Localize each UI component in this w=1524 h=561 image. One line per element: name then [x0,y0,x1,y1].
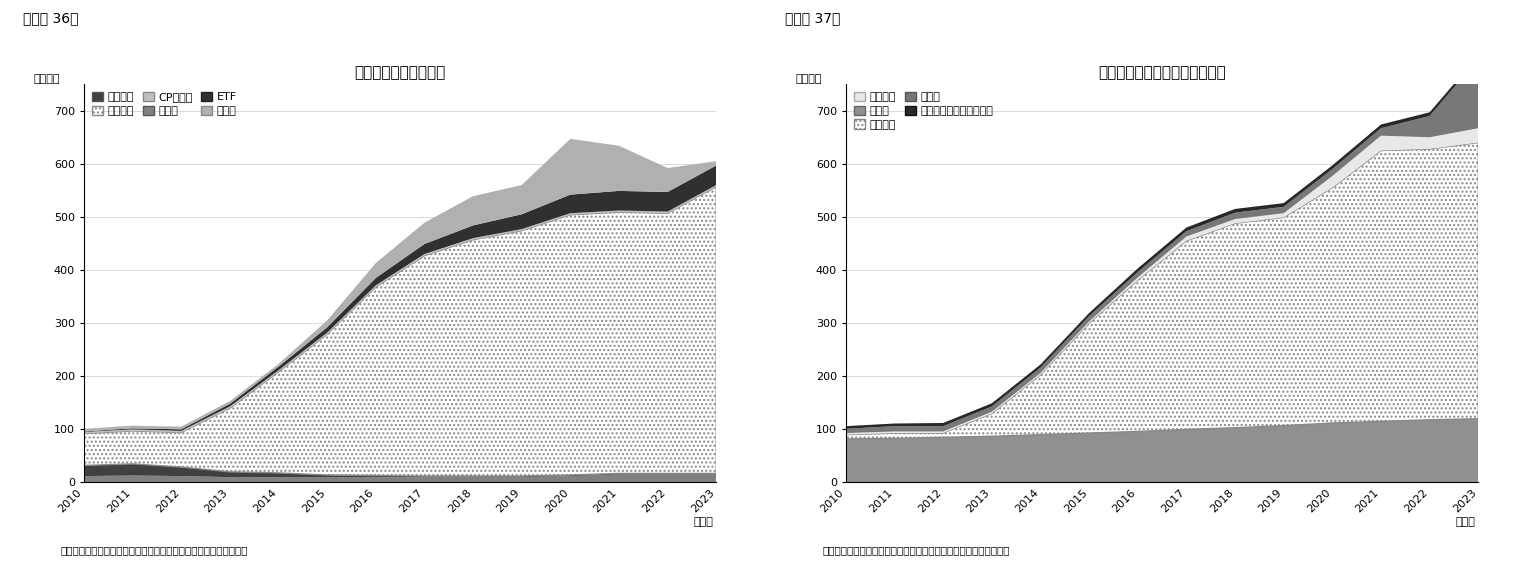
Text: （年）: （年） [693,517,713,527]
Text: （図表 37）: （図表 37） [785,11,840,25]
Text: （図表 36）: （図表 36） [23,11,78,25]
Legend: 短期国債, 長期国債, CP・社債, その他, ETF, 貸出金: 短期国債, 長期国債, CP・社債, その他, ETF, 貸出金 [90,90,239,118]
Text: （注）月末時点　　（資料）日本銀行よりニッセイ基礎研究所作成: （注）月末時点 （資料）日本銀行よりニッセイ基礎研究所作成 [823,545,1010,555]
Text: （兆円）: （兆円） [796,74,821,84]
Text: （注）月末時点　　（資料）日本銀行よりニッセイ基礎研究所作成: （注）月末時点 （資料）日本銀行よりニッセイ基礎研究所作成 [61,545,248,555]
Legend: 政府預金, 銀行券, 当座預金, その他, 資本金・準備金・引当金: 政府預金, 銀行券, 当座預金, その他, 資本金・準備金・引当金 [852,90,995,132]
Text: （年）: （年） [1455,517,1475,527]
Title: 日銀の資産動向と内訳: 日銀の資産動向と内訳 [355,65,445,80]
Title: 日銀の負債・純資産動向と内訳: 日銀の負債・純資産動向と内訳 [1099,65,1225,80]
Text: （兆円）: （兆円） [34,74,59,84]
